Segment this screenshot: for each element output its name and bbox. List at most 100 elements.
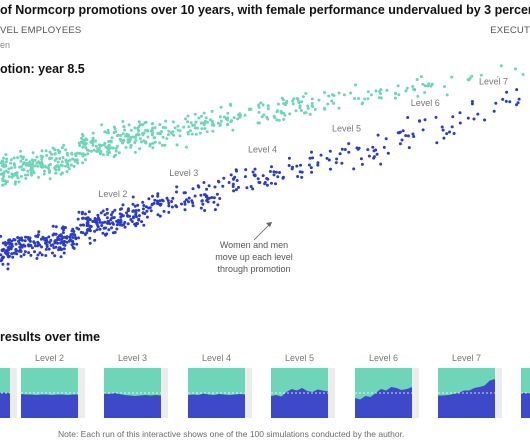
men-dot xyxy=(145,129,149,133)
women-dot xyxy=(505,90,509,94)
men-dot xyxy=(139,140,143,144)
women-dot xyxy=(36,253,40,257)
men-dot xyxy=(127,133,131,137)
men-dot xyxy=(317,98,321,102)
women-dot xyxy=(110,226,113,230)
men-dot xyxy=(113,127,117,131)
men-dot xyxy=(308,112,312,116)
men-dot xyxy=(96,147,100,151)
women-dot xyxy=(213,185,217,189)
men-dot xyxy=(13,182,17,186)
men-dot xyxy=(65,170,69,173)
men-dot xyxy=(14,180,18,184)
promotion-annotation: Women and men move up each level through… xyxy=(215,221,293,274)
women-dot xyxy=(231,185,235,188)
women-dot xyxy=(406,134,410,138)
men-dot xyxy=(330,99,334,103)
men-dot xyxy=(105,131,109,135)
women-dot xyxy=(167,201,171,205)
women-dot xyxy=(504,99,508,103)
men-dot xyxy=(423,91,427,94)
men-dot xyxy=(200,114,204,118)
women-dot xyxy=(215,192,219,196)
women-dot xyxy=(310,170,314,174)
women-dot xyxy=(111,222,115,226)
men-dot xyxy=(49,162,52,166)
panel-frame xyxy=(495,368,502,418)
men-dot xyxy=(138,123,142,126)
women-dot xyxy=(202,181,206,184)
men-dot xyxy=(164,119,168,123)
women-dot xyxy=(123,225,127,229)
women-dot xyxy=(359,157,363,161)
men-dot xyxy=(26,169,30,173)
women-dot xyxy=(17,249,21,253)
women-dot xyxy=(243,175,247,179)
women-dot xyxy=(60,247,64,251)
men-dot xyxy=(310,104,314,108)
men-dot xyxy=(13,165,17,169)
women-dot xyxy=(95,228,99,232)
men-dot xyxy=(136,133,140,137)
women-dot xyxy=(14,242,18,246)
women-dot xyxy=(251,187,255,191)
women-dot xyxy=(135,215,138,219)
men-dot xyxy=(4,169,8,173)
women-dot xyxy=(85,221,89,225)
women-dot xyxy=(162,209,166,213)
men-dot xyxy=(20,175,23,178)
women-dot xyxy=(329,167,332,171)
men-dot xyxy=(262,113,266,117)
women-dot xyxy=(53,241,57,245)
women-dot xyxy=(8,241,12,245)
women-dot xyxy=(40,253,44,257)
men-dot xyxy=(243,113,247,117)
women-dot xyxy=(187,200,190,204)
panel-frame xyxy=(10,368,17,418)
women-dot xyxy=(41,235,45,239)
men-dot xyxy=(421,82,425,86)
men-dot xyxy=(76,151,79,155)
women-dot xyxy=(308,156,312,160)
women-dot xyxy=(245,186,249,190)
panel-label: Level 7 xyxy=(452,353,481,363)
men-dot xyxy=(153,140,157,144)
women-dot xyxy=(8,238,11,242)
men-dot xyxy=(211,129,215,133)
women-dot xyxy=(183,200,187,204)
men-dot xyxy=(151,141,155,145)
women-dot xyxy=(62,228,65,232)
men-dot xyxy=(14,171,18,175)
women-dot xyxy=(233,175,237,179)
women-dot xyxy=(203,209,207,212)
women-dot xyxy=(147,197,151,201)
women-dot xyxy=(156,201,160,205)
men-dot xyxy=(81,134,85,138)
women-share-area xyxy=(188,393,245,418)
women-dot xyxy=(10,244,14,248)
women-dot xyxy=(20,245,24,249)
women-dot xyxy=(75,242,79,246)
women-dot xyxy=(86,227,90,231)
men-dot xyxy=(9,161,13,165)
men-dot xyxy=(4,182,8,186)
women-dot xyxy=(33,250,36,254)
men-dot xyxy=(186,130,190,134)
women-dot xyxy=(29,253,33,257)
men-dot xyxy=(164,126,168,130)
women-dot xyxy=(57,248,61,252)
women-dot xyxy=(249,185,253,188)
women-dot xyxy=(7,245,11,249)
women-dot xyxy=(151,194,154,198)
men-dot xyxy=(291,102,295,106)
men-dot xyxy=(23,173,27,177)
men-dot xyxy=(72,164,76,168)
women-dot xyxy=(382,145,386,149)
men-dot xyxy=(200,127,204,131)
women-dot xyxy=(134,224,138,228)
result-panel: Level 7 xyxy=(438,353,502,418)
men-dot xyxy=(44,149,48,153)
women-dot xyxy=(396,131,400,135)
women-dot xyxy=(38,243,42,247)
